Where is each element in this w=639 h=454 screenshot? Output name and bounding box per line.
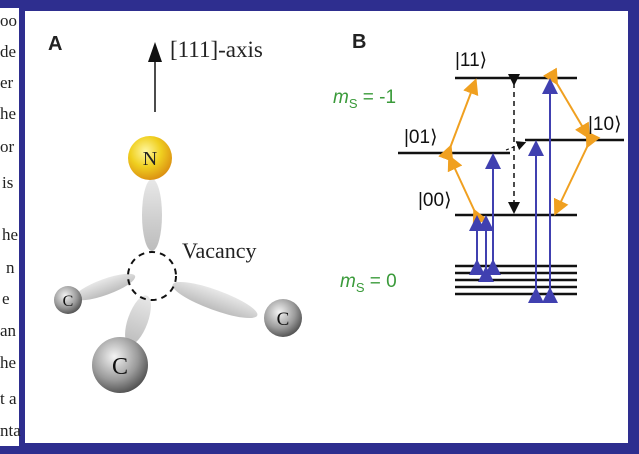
subscript: S [356,280,365,295]
text-fragment: de [0,42,16,61]
text-fragment: he [0,104,16,123]
spin-label: mS = -1 [333,87,396,111]
state-label: |00⟩ [418,190,451,211]
figure: oo de er he or is he n e an he t a nta A… [0,0,639,454]
axis-label: [111]-axis [170,37,263,62]
state-label: |11⟩ [455,50,487,71]
text-fragment: oo [0,11,17,30]
text-fragment: er [0,73,14,92]
panel-label: B [352,31,366,53]
text-fragment: an [0,321,17,340]
atom-label: C [277,309,290,330]
atom-label: N [143,148,157,170]
panel-label: A [48,33,62,55]
subscript: S [349,96,358,111]
text-fragment: or [0,137,15,156]
symbol: m [340,271,356,292]
text-fragment: he [0,353,16,372]
state-label: |01⟩ [404,127,437,148]
state-label: |10⟩ [588,114,621,135]
text-fragment: he [2,225,18,244]
bond [142,179,162,251]
atom-label: C [63,293,74,310]
text-fragment: t a [0,389,17,408]
text-fragment: n [6,258,15,277]
vacancy-label: Vacancy [182,238,257,263]
value: = -1 [358,87,397,108]
text-fragment: e [2,289,10,308]
atom-label: C [112,354,128,380]
symbol: m [333,87,349,108]
spin-label: mS = 0 [340,271,397,295]
text-fragment: is [2,173,13,192]
value: = 0 [365,271,397,292]
text-fragment: nta [0,421,21,440]
